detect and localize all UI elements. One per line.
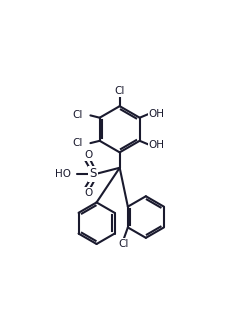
Text: Cl: Cl: [118, 239, 129, 249]
Text: Cl: Cl: [72, 138, 82, 148]
Text: HO: HO: [55, 169, 71, 179]
Text: O: O: [84, 188, 92, 198]
Text: Cl: Cl: [72, 110, 82, 120]
Text: OH: OH: [148, 109, 164, 119]
Text: Cl: Cl: [114, 86, 124, 96]
Text: OH: OH: [148, 140, 164, 150]
Text: S: S: [89, 167, 96, 180]
Text: O: O: [84, 150, 92, 160]
